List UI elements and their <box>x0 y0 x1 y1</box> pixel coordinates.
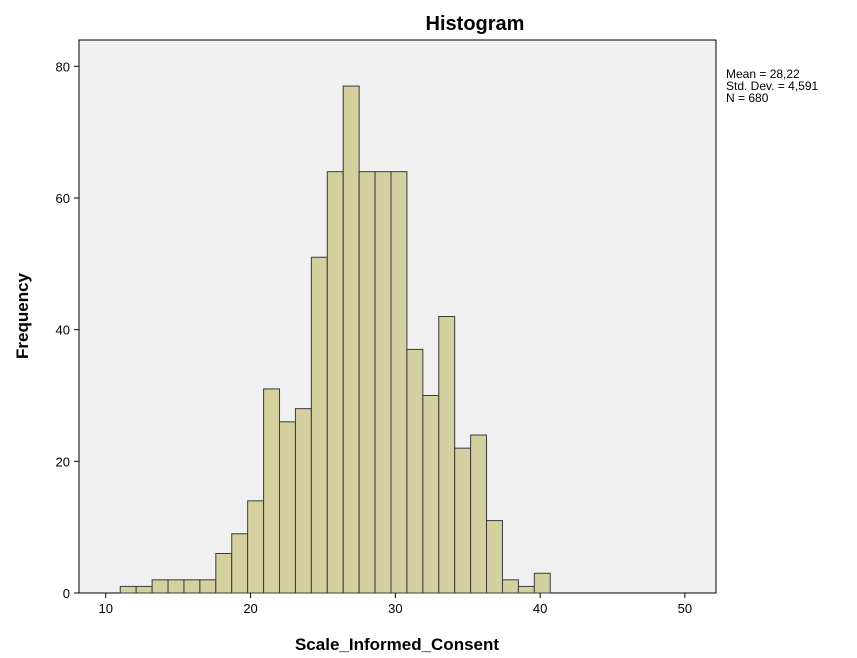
histogram-bar <box>135 585 153 594</box>
histogram-bar <box>501 579 519 594</box>
histogram-bar <box>294 408 312 594</box>
histogram-bar <box>533 572 551 594</box>
histogram-bar <box>517 585 535 594</box>
histogram-bar <box>183 579 201 594</box>
x-tick-label: 20 <box>243 601 257 616</box>
chart-title: Histogram <box>426 13 525 35</box>
histogram-bar <box>422 395 440 594</box>
y-tick-label: 20 <box>56 454 70 469</box>
histogram-bar <box>279 421 296 594</box>
y-tick-label: 60 <box>56 191 70 206</box>
histogram-bar <box>167 579 185 594</box>
histogram-bar <box>470 434 488 594</box>
n-stat: N = 680 <box>726 91 769 105</box>
histogram-bar <box>151 579 169 594</box>
y-tick-label: 40 <box>56 323 70 338</box>
histogram-bar <box>247 500 265 594</box>
x-axis-title: Scale_Informed_Consent <box>295 635 499 654</box>
y-tick-label: 0 <box>63 586 70 601</box>
mean-stat: Mean = 28,22 <box>726 67 800 81</box>
histogram-bar <box>406 348 424 594</box>
statistics-legend: Mean = 28,22 Std. Dev. = 4,591 N = 680 <box>726 68 818 104</box>
histogram-bar <box>119 585 137 594</box>
histogram-bar <box>374 171 392 594</box>
histogram-bar <box>390 171 408 594</box>
y-tick-label: 80 <box>56 59 70 74</box>
histogram-bar <box>326 171 344 594</box>
x-tick-label: 40 <box>533 601 547 616</box>
histogram-bar <box>215 553 233 594</box>
x-axis: 10 20 30 40 50 <box>99 593 692 616</box>
x-tick-label: 50 <box>678 601 692 616</box>
histogram-bar <box>358 171 376 594</box>
y-axis-title: Frequency <box>13 272 32 359</box>
histogram-bar <box>263 388 281 594</box>
histogram-bar <box>438 316 456 594</box>
x-tick-label: 30 <box>388 601 402 616</box>
histogram-bar <box>486 520 503 594</box>
histogram-bar <box>199 579 217 594</box>
std-dev-stat: Std. Dev. = 4,591 <box>726 79 819 93</box>
histogram-bars <box>119 85 551 594</box>
x-tick-label: 10 <box>99 601 113 616</box>
histogram-bar <box>231 533 249 594</box>
histogram-bar <box>310 256 328 594</box>
y-axis: 0 20 40 60 80 <box>56 59 79 601</box>
histogram-bar <box>454 447 472 594</box>
histogram-bar <box>342 85 360 594</box>
